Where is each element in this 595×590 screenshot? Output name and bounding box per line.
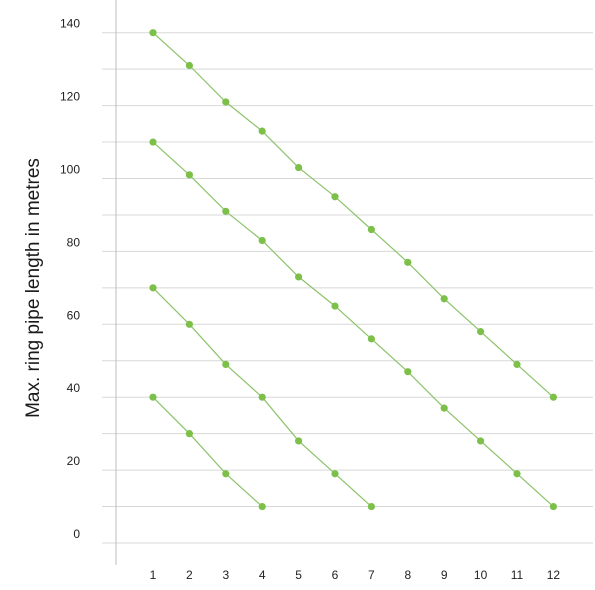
series-4 (149, 29, 558, 401)
data-point (149, 138, 157, 146)
x-tick-label: 7 (368, 568, 375, 582)
series-2 (149, 284, 375, 511)
x-tick-label: 5 (295, 568, 302, 582)
series-line (152, 396, 263, 508)
x-tick-label: 12 (547, 568, 561, 582)
series-line (152, 141, 554, 508)
data-point (331, 470, 339, 478)
x-tick-label: 11 (511, 568, 524, 582)
data-point (149, 29, 157, 37)
x-tick-label: 10 (474, 568, 488, 582)
data-point (404, 258, 412, 266)
x-tick-label: 3 (222, 568, 229, 582)
series-1 (149, 393, 266, 511)
data-point (331, 302, 339, 310)
data-point (258, 127, 266, 135)
y-ticks: 0 20 40 60 80 100 120 140 (60, 17, 80, 541)
data-point (367, 502, 375, 511)
data-point (477, 327, 485, 336)
data-point (149, 284, 157, 292)
grid (102, 32, 593, 544)
data-point (258, 236, 266, 245)
y-tick-label: 80 (67, 235, 81, 249)
data-point (185, 171, 193, 179)
data-point (513, 360, 521, 368)
y-tick-label: 100 (60, 163, 80, 177)
data-point (440, 404, 448, 412)
data-point (367, 335, 375, 343)
data-point (295, 437, 303, 445)
data-point (185, 61, 193, 70)
data-point (258, 502, 266, 511)
data-point (549, 502, 558, 511)
data-point (258, 393, 266, 401)
y-tick-label: 140 (60, 17, 80, 31)
data-point (440, 295, 448, 303)
data-point (477, 437, 485, 445)
data-point (295, 163, 303, 172)
x-tick-label: 8 (404, 568, 411, 582)
data-point (222, 98, 230, 106)
data-point (513, 470, 521, 478)
x-tick-label: 2 (186, 568, 193, 582)
series-line (152, 32, 554, 398)
series-3 (149, 138, 558, 511)
data-point (367, 225, 375, 234)
x-tick-label: 9 (441, 568, 448, 582)
y-tick-label: 40 (67, 381, 81, 395)
y-tick-label: 120 (60, 90, 80, 104)
y-tick-label: 20 (67, 454, 81, 468)
data-point (222, 360, 230, 368)
data-point (149, 393, 157, 401)
y-tick-label: 60 (67, 308, 81, 322)
x-ticks: 1 2 3 4 5 6 7 8 9 10 11 12 (150, 568, 561, 582)
x-tick-label: 6 (332, 568, 339, 582)
series (149, 29, 558, 511)
y-tick-label: 0 (73, 527, 80, 541)
data-point (549, 393, 558, 401)
data-point (295, 273, 303, 281)
data-point (185, 430, 193, 438)
data-point (222, 207, 230, 215)
data-point (185, 320, 193, 328)
x-tick-label: 1 (150, 568, 157, 582)
data-point (404, 368, 412, 376)
x-tick-label: 4 (259, 568, 266, 582)
data-point (331, 193, 339, 201)
data-point (222, 470, 230, 478)
